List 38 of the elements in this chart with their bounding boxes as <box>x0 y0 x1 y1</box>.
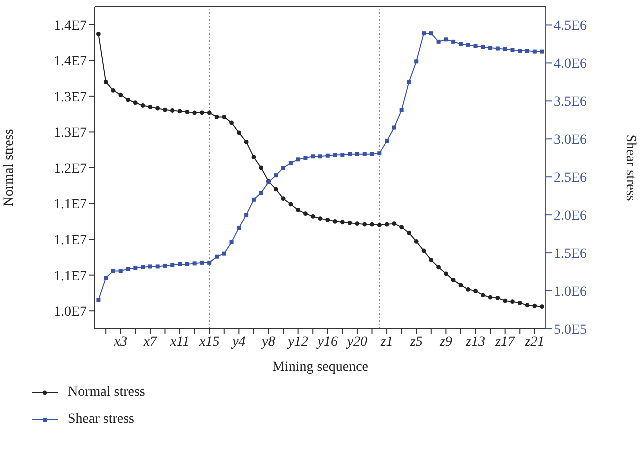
x-tick-label: y16 <box>316 334 338 350</box>
x-tick-label: y4 <box>230 334 246 350</box>
y2-tick-label: 3.5E6 <box>554 95 588 110</box>
y-axis-title: Normal stress <box>2 129 17 207</box>
y2-tick-label: 1.5E6 <box>554 247 588 262</box>
y2-axis-title: Shear stress <box>623 134 638 202</box>
x-tick-label: y20 <box>345 334 368 350</box>
x-tick-label: z1 <box>380 334 394 350</box>
legend-label: Normal stress <box>68 384 146 400</box>
x-tick-label: z21 <box>524 334 545 350</box>
y-tick-label: 1.2E7 <box>54 162 87 177</box>
y-tick-label: 1.4E7 <box>54 18 87 34</box>
x-tick-label: x15 <box>198 334 220 350</box>
y2-tick-label: 5.0E5 <box>554 322 588 338</box>
x-tick-label: z9 <box>438 334 452 350</box>
legend-label: Shear stress <box>68 412 134 428</box>
x-tick-label: z5 <box>409 334 423 350</box>
y-tick-label: 1.0E7 <box>54 305 87 320</box>
y2-tick-label: 4.5E6 <box>554 19 588 34</box>
y-tick-label: 1.3E7 <box>54 90 87 106</box>
y2-tick-label: 2.5E6 <box>554 171 588 186</box>
x-axis-title: Mining sequence <box>272 360 369 375</box>
y-tick-label: 1.1E7 <box>54 198 87 213</box>
x-tick-label: z13 <box>465 334 486 350</box>
x-tick-label: z17 <box>494 334 516 350</box>
y-tick-label: 1.1E7 <box>54 269 87 284</box>
y-tick-label: 1.1E7 <box>54 234 87 249</box>
x-tick-label: x11 <box>169 334 190 350</box>
y-tick-label: 1.4E7 <box>54 54 87 70</box>
y2-tick-label: 2.0E6 <box>554 209 588 224</box>
y2-tick-label: 1.0E6 <box>554 285 588 300</box>
y2-tick-label: 4.0E6 <box>554 57 588 72</box>
x-tick-label: y8 <box>260 334 276 350</box>
x-tick-label: x3 <box>113 334 128 350</box>
x-tick-label: y12 <box>286 334 308 350</box>
y-tick-label: 1.3E7 <box>54 126 87 142</box>
y2-tick-label: 3.0E6 <box>554 133 588 148</box>
x-tick-label: x7 <box>142 334 158 350</box>
